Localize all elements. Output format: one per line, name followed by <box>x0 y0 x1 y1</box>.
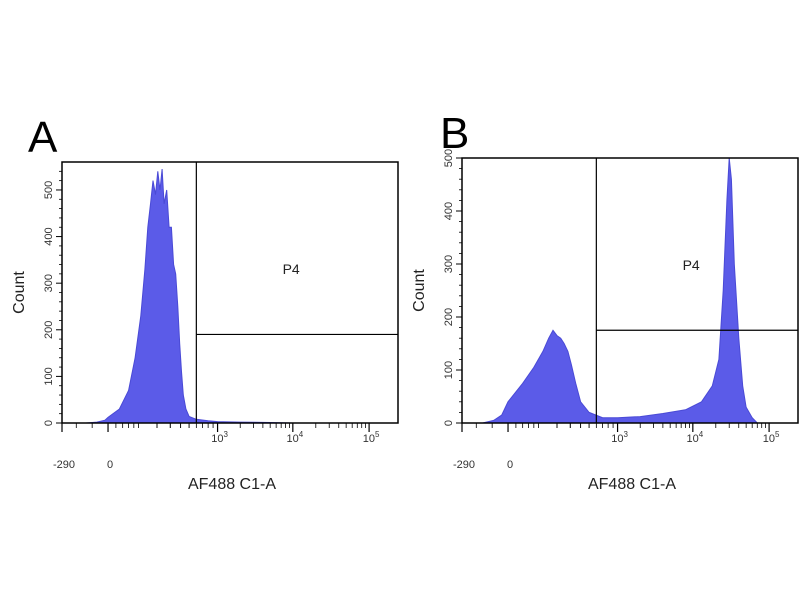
plot-frame-b <box>461 157 799 424</box>
x-axis-title-a: AF488 C1-A <box>188 476 276 493</box>
x-tick-label: 104 <box>686 430 703 445</box>
y-tick-label: 300 <box>43 274 55 292</box>
y-axis-ticks-a: 0 100 200 300 400 500 <box>43 170 62 426</box>
histogram-area-a <box>85 168 370 424</box>
y-tick-label: 0 <box>43 420 55 426</box>
x-tick-label: 105 <box>763 430 780 445</box>
y-tick-label: 400 <box>43 227 55 245</box>
y-tick-label: 200 <box>443 308 455 326</box>
x-axis-ticks-b: -290 0 103 104 105 <box>453 423 780 471</box>
y-tick-label: 400 <box>443 202 455 220</box>
x-tick-label: 0 <box>507 459 513 471</box>
panel-letter-a: A <box>28 113 58 162</box>
y-tick-label: 500 <box>443 149 455 167</box>
x-axis-ticks-a: -290 0 103 104 105 <box>53 423 380 471</box>
x-tick-label: 104 <box>286 430 303 445</box>
x-tick-label: 103 <box>211 430 228 445</box>
y-axis-title-b: Count <box>411 269 428 312</box>
plot-frame-a <box>61 161 399 424</box>
y-axis-ticks-b: 0 100 200 300 400 500 <box>443 149 462 426</box>
gate-label-p4-b: P4 <box>683 257 700 273</box>
panel-b: B P4 0 100 200 300 400 500 -290 0 103 104 105 Cou… <box>411 109 799 493</box>
y-tick-label: 0 <box>443 420 455 426</box>
gate-label-p4-a: P4 <box>283 261 300 277</box>
x-axis-title-b: AF488 C1-A <box>588 476 676 493</box>
y-axis-title-a: Count <box>11 271 28 314</box>
y-tick-label: 100 <box>443 361 455 379</box>
y-tick-label: 300 <box>443 255 455 273</box>
panel-letter-b: B <box>440 109 469 158</box>
x-tick-label: -290 <box>453 459 475 471</box>
x-tick-label: 103 <box>611 430 628 445</box>
histogram-area-b <box>482 157 770 424</box>
x-tick-label: -290 <box>53 459 75 471</box>
y-tick-label: 500 <box>43 181 55 199</box>
x-tick-label: 0 <box>107 459 113 471</box>
x-tick-label: 105 <box>363 430 380 445</box>
y-tick-label: 100 <box>43 367 55 385</box>
y-tick-label: 200 <box>43 321 55 339</box>
panel-a: A P4 0 100 200 300 400 500 -290 0 103 104 105 Cou… <box>11 113 399 493</box>
